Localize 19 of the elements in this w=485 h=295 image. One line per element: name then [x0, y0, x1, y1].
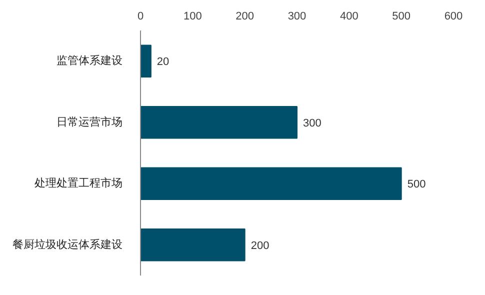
- x-tick-label: 400: [340, 10, 358, 22]
- x-tick-label: 600: [444, 10, 463, 22]
- data-label: 500: [407, 178, 426, 191]
- y-tick-label: 日常运营市场: [56, 115, 122, 128]
- data-label: 20: [156, 56, 170, 68]
- data-label: 200: [250, 240, 270, 252]
- data-label: 300: [303, 117, 322, 130]
- bar: [140, 228, 246, 262]
- x-tick-label: 200: [236, 10, 254, 22]
- x-tick-label: 0: [137, 10, 144, 22]
- y-tick-label: 餐厨垃圾收运体系建设: [12, 238, 122, 251]
- x-tick-label: 100: [183, 10, 202, 22]
- bar: [140, 44, 152, 78]
- x-tick-label: 300: [288, 10, 306, 22]
- y-tick-label: 处理处置工程市场: [34, 176, 122, 190]
- bar: [140, 106, 298, 139]
- x-tick-label: 500: [392, 10, 411, 22]
- y-tick-label: 监管体系建设: [56, 54, 122, 68]
- bar: [140, 167, 402, 200]
